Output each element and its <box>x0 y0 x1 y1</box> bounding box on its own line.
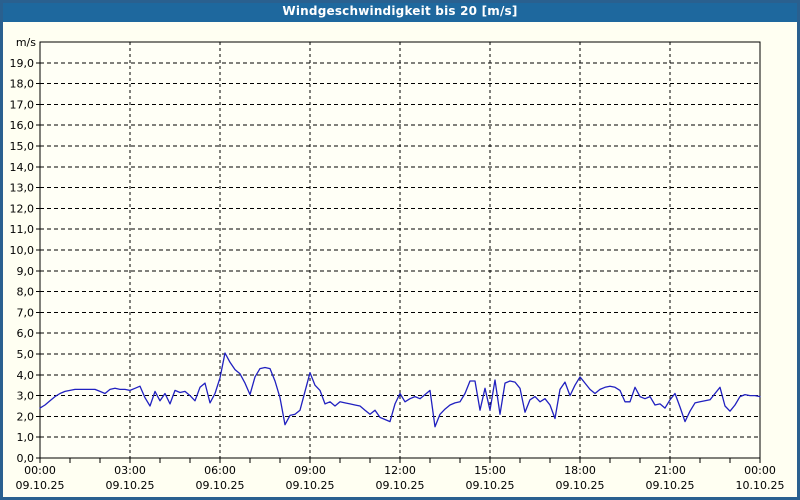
x-tick-date-label: 09.10.25 <box>466 479 515 492</box>
x-tick-date-label: 09.10.25 <box>556 479 605 492</box>
y-tick-label: 16,0 <box>10 119 35 132</box>
x-tick-date-label: 09.10.25 <box>286 479 335 492</box>
y-tick-label: 5,0 <box>17 348 35 361</box>
y-tick-label: 9,0 <box>17 265 35 278</box>
y-tick-label: 15,0 <box>10 140 35 153</box>
y-tick-label: 19,0 <box>10 57 35 70</box>
x-tick-date-label: 09.10.25 <box>106 479 155 492</box>
x-tick-date-label: 09.10.25 <box>196 479 245 492</box>
y-tick-label: 0,0 <box>17 452 35 465</box>
y-tick-label: 2,0 <box>17 410 35 423</box>
y-tick-label: 3,0 <box>17 390 35 403</box>
wind-speed-line <box>39 352 761 428</box>
title-bar: Windgeschwindigkeit bis 20 [m/s] <box>3 3 797 22</box>
x-tick-date-label: 09.10.25 <box>376 479 425 492</box>
y-tick-label: 13,0 <box>10 182 35 195</box>
y-tick-label: 17,0 <box>10 98 35 111</box>
x-tick-time-label: 15:00 <box>474 464 506 477</box>
x-tick-time-label: 09:00 <box>294 464 326 477</box>
x-tick-date-label: 10.10.25 <box>736 479 785 492</box>
x-tick-time-label: 06:00 <box>204 464 236 477</box>
x-tick-time-label: 00:00 <box>744 464 776 477</box>
x-tick-time-label: 00:00 <box>24 464 56 477</box>
x-tick-time-label: 18:00 <box>564 464 596 477</box>
y-tick-label: 7,0 <box>17 306 35 319</box>
x-tick-date-label: 09.10.25 <box>16 479 65 492</box>
x-tick-date-label: 09.10.25 <box>646 479 695 492</box>
y-tick-label: 11,0 <box>10 223 35 236</box>
chart-title: Windgeschwindigkeit bis 20 [m/s] <box>282 4 518 18</box>
x-tick-time-label: 12:00 <box>384 464 416 477</box>
x-tick-time-label: 03:00 <box>114 464 146 477</box>
y-tick-label: 1,0 <box>17 431 35 444</box>
y-tick-label: 8,0 <box>17 286 35 299</box>
y-axis-unit-label: m/s <box>16 36 36 49</box>
y-tick-label: 10,0 <box>10 244 35 257</box>
y-tick-label: 6,0 <box>17 327 35 340</box>
y-tick-label: 18,0 <box>10 78 35 91</box>
x-tick-time-label: 21:00 <box>654 464 686 477</box>
y-tick-label: 12,0 <box>10 202 35 215</box>
y-tick-label: 14,0 <box>10 161 35 174</box>
y-tick-label: 4,0 <box>17 369 35 382</box>
